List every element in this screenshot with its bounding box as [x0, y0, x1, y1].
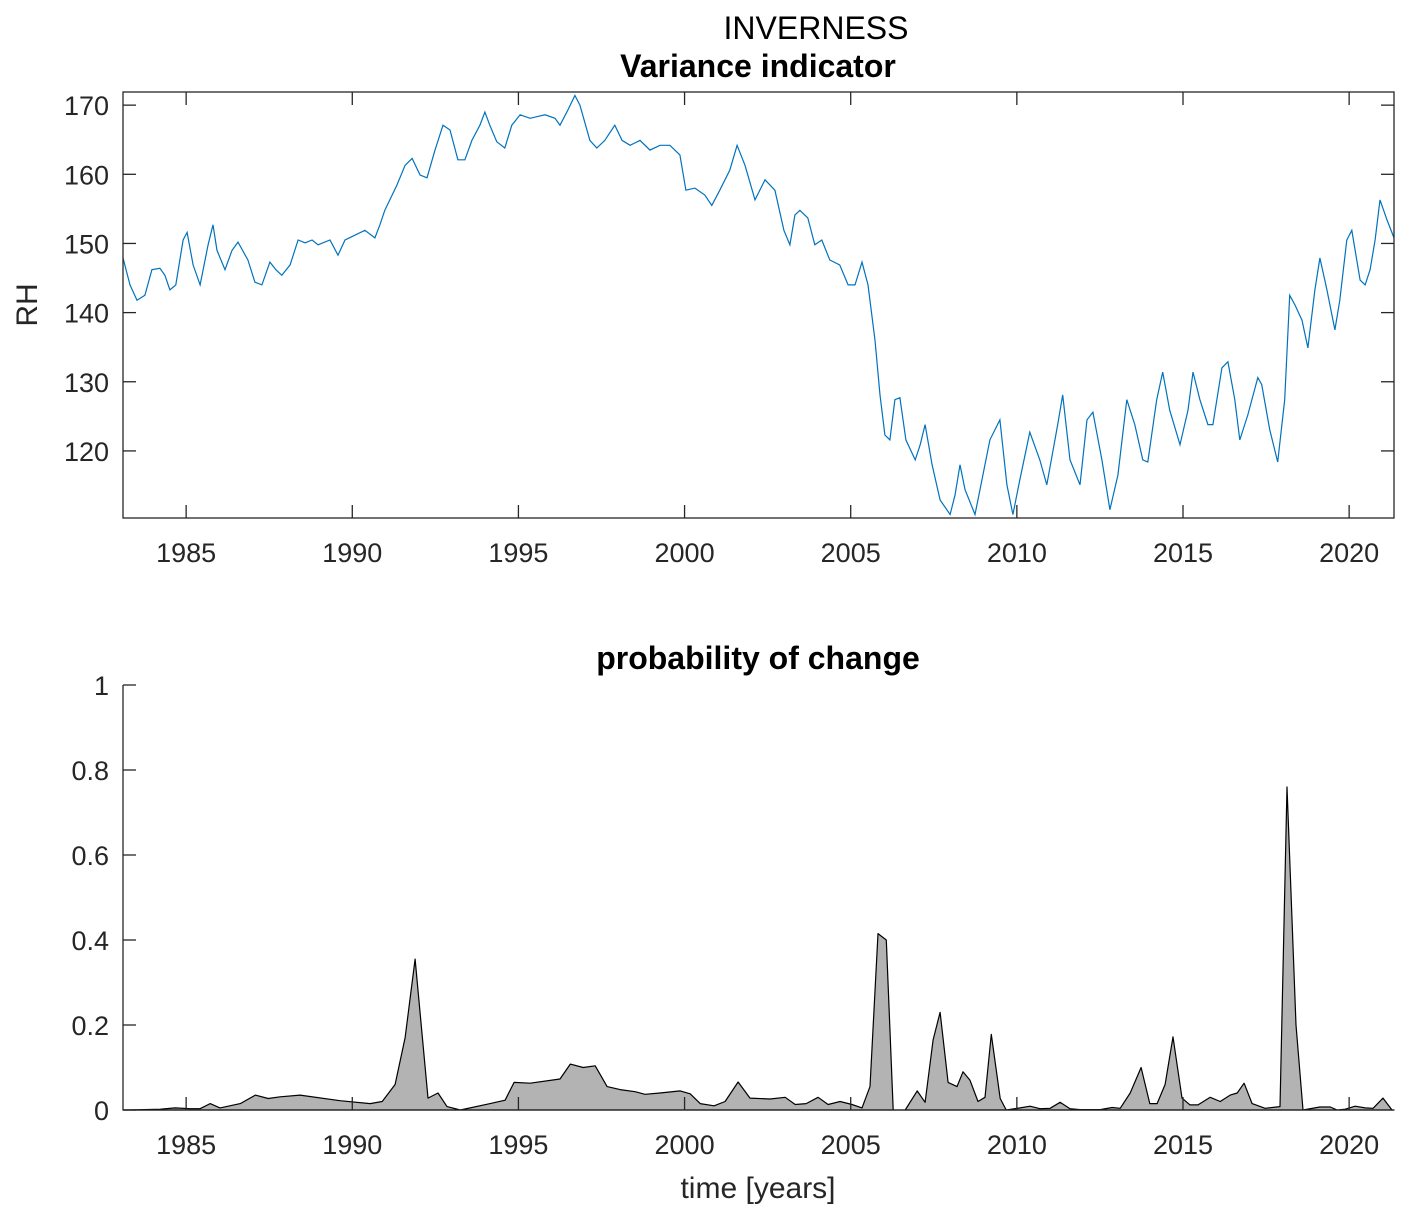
x-tick-label: 1990: [322, 1130, 382, 1160]
probability-plot-title: probability of change: [596, 640, 920, 676]
variance-plot: 1985 1990 1995 2000 2005 2010 2015 2020 120 130 14…: [64, 91, 1395, 568]
y-tick-label: 160: [64, 160, 109, 190]
figure-title: INVERNESS: [723, 10, 909, 46]
y-tick-label: 0.6: [71, 841, 109, 871]
x-tick-label: 2015: [1153, 1130, 1213, 1160]
variance-plot-title: Variance indicator: [620, 48, 896, 84]
y-tick-label: 170: [64, 91, 109, 121]
probability-plot: 1985 1990 1995 2000 2005 2010 2015 2020 0 0.2 0.4 0…: [71, 671, 1395, 1160]
x-tick-label: 1995: [488, 538, 548, 568]
x-tick-label: 2005: [821, 538, 881, 568]
x-tick-label: 2015: [1153, 538, 1213, 568]
axes-box: [122, 91, 1395, 519]
x-tick-label: 2005: [821, 1130, 881, 1160]
x-tick-label: 1985: [156, 538, 216, 568]
rh-series-line: [122, 94, 1395, 517]
y-tick-label: 150: [64, 229, 109, 259]
probability-area: [122, 786, 1395, 1111]
y-tick-label: 0: [94, 1096, 109, 1126]
x-tick-label: 1995: [488, 1130, 548, 1160]
x-tick-label: 2010: [987, 1130, 1047, 1160]
x-tick-label: 2000: [655, 538, 715, 568]
y-tick-label: 140: [64, 299, 109, 329]
x-tick-label: 2000: [655, 1130, 715, 1160]
y-tick-label: 120: [64, 437, 109, 467]
x-tick-label: 2020: [1319, 1130, 1379, 1160]
x-tick-label: 2010: [987, 538, 1047, 568]
y-tick-label: 0.2: [71, 1011, 109, 1041]
y-tick-label: 130: [64, 368, 109, 398]
y-tick-label: 0.8: [71, 756, 109, 786]
x-tick-label: 1985: [156, 1130, 216, 1160]
x-tick-label: 1990: [322, 538, 382, 568]
probability-x-axis-label: time [years]: [680, 1172, 836, 1205]
x-tick-label: 2020: [1319, 538, 1379, 568]
y-tick-label: 0.4: [71, 926, 109, 956]
y-tick-label: 1: [94, 671, 109, 701]
